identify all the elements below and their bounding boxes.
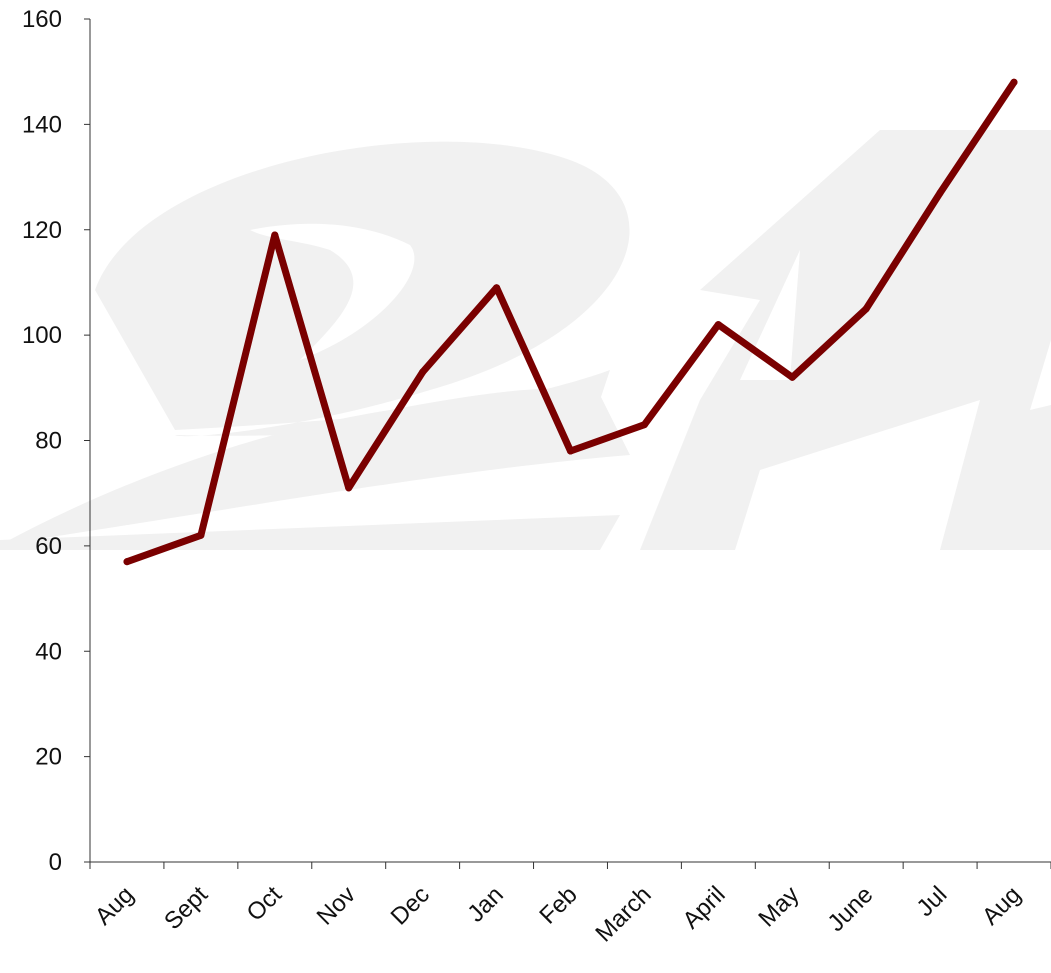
watermark-logo: [0, 130, 1051, 550]
x-tick-label: Aug: [90, 881, 139, 930]
y-tick-label: 160: [22, 6, 62, 33]
y-axis-ticks: 0 20 40 60 80 100 120 140 160: [22, 6, 90, 876]
data-point: [419, 368, 427, 376]
series-group: [123, 78, 1018, 566]
data-point: [788, 373, 796, 381]
x-tick-label: March: [590, 881, 656, 947]
data-point: [493, 284, 501, 292]
data-point: [271, 231, 279, 239]
data-point: [567, 447, 574, 455]
data-point: [123, 558, 131, 566]
x-tick-label: June: [823, 881, 879, 937]
x-tick-label: Feb: [534, 881, 582, 929]
x-tick-label: Dec: [386, 881, 435, 930]
data-point: [1010, 78, 1018, 86]
x-axis-ticks: Aug Sept Oct Nov Dec Jan Feb March April May June J…: [89, 862, 1051, 947]
y-tick-label: 100: [22, 322, 62, 349]
data-point: [640, 421, 648, 429]
data-point: [862, 305, 870, 313]
y-tick-label: 0: [49, 849, 62, 876]
y-tick-label: 120: [22, 217, 62, 244]
x-tick-label: May: [753, 881, 804, 932]
data-point: [714, 321, 722, 329]
data-point: [936, 189, 944, 197]
x-tick-label: April: [678, 881, 731, 934]
y-tick-label: 40: [35, 638, 62, 665]
y-tick-label: 80: [35, 428, 62, 455]
data-point: [197, 531, 205, 539]
x-tick-label: Aug: [977, 881, 1026, 930]
y-tick-label: 140: [22, 111, 62, 138]
x-tick-label: Sept: [159, 881, 213, 935]
x-tick-label: Jan: [462, 881, 508, 927]
y-tick-label: 20: [35, 744, 62, 771]
y-tick-label: 60: [35, 533, 62, 560]
x-tick-label: Jul: [912, 881, 953, 922]
data-point: [345, 484, 353, 492]
x-tick-label: Oct: [242, 881, 288, 927]
x-tick-label: Nov: [312, 881, 361, 930]
